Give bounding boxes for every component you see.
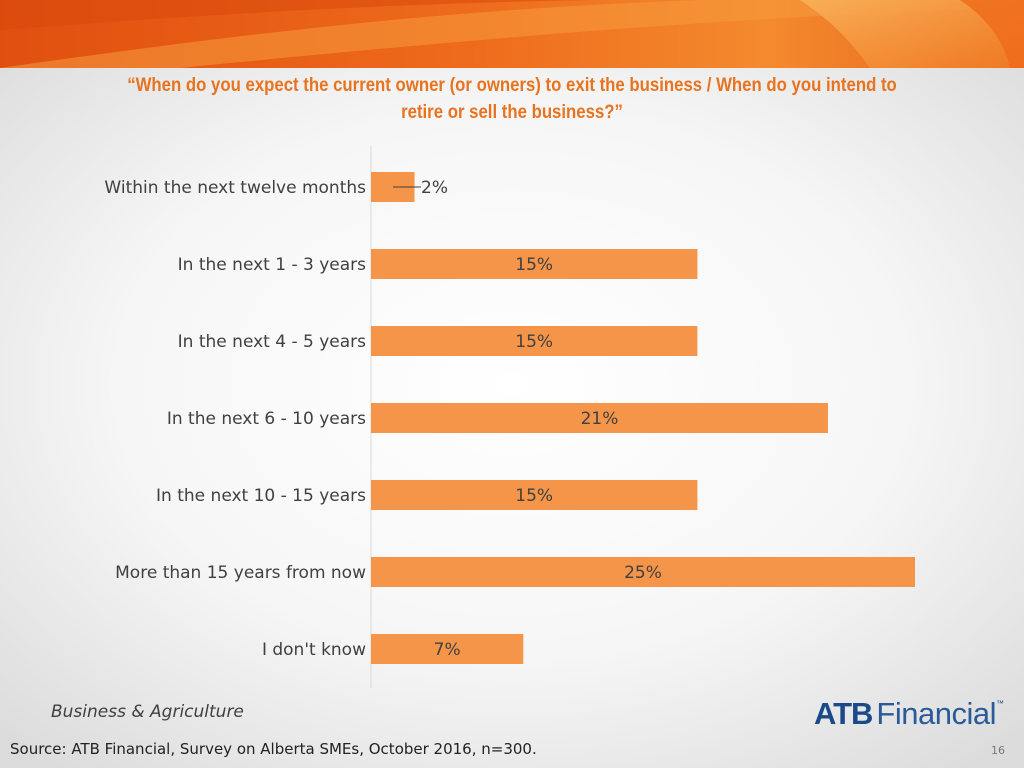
source-note: Source: ATB Financial, Survey on Alberta… xyxy=(10,740,537,758)
logo-trademark: ™ xyxy=(995,699,1004,708)
chart-marks: Within the next twelve months 2% In the ne… xyxy=(104,172,915,664)
bar xyxy=(371,249,698,279)
section-subtitle: Business & Agriculture xyxy=(51,702,244,722)
data-label: 21% xyxy=(581,409,619,429)
category-label: I don't know xyxy=(262,640,366,660)
bar xyxy=(371,480,698,510)
category-label: In the next 6 - 10 years xyxy=(167,409,366,429)
bar xyxy=(371,326,698,356)
category-label: In the next 1 - 3 years xyxy=(178,255,366,275)
bar xyxy=(371,403,828,433)
header-banner xyxy=(0,0,1024,68)
page-number: 16 xyxy=(991,744,1005,757)
slide-title: “When do you expect the current owner (o… xyxy=(127,74,897,123)
data-label: 2% xyxy=(421,178,448,198)
data-label: 15% xyxy=(515,332,553,352)
category-label: In the next 10 - 15 years xyxy=(156,486,366,506)
data-label: 15% xyxy=(515,255,553,275)
logo-atb-text: ATB xyxy=(814,696,873,731)
category-label: Within the next twelve months xyxy=(104,178,366,198)
data-label: 25% xyxy=(624,563,662,583)
data-label: 15% xyxy=(515,486,553,506)
bar-chart: Within the next twelve months 2% In the ne… xyxy=(104,146,915,688)
logo-financial-text: Financial xyxy=(876,696,996,731)
bar xyxy=(371,557,915,587)
category-label: More than 15 years from now xyxy=(115,563,366,583)
data-label: 7% xyxy=(434,640,461,660)
category-label: In the next 4 - 5 years xyxy=(178,332,366,352)
header-banner-graphic xyxy=(0,0,1024,68)
bar xyxy=(371,634,524,664)
atb-financial-logo: ATB Financial™ xyxy=(814,694,1004,734)
